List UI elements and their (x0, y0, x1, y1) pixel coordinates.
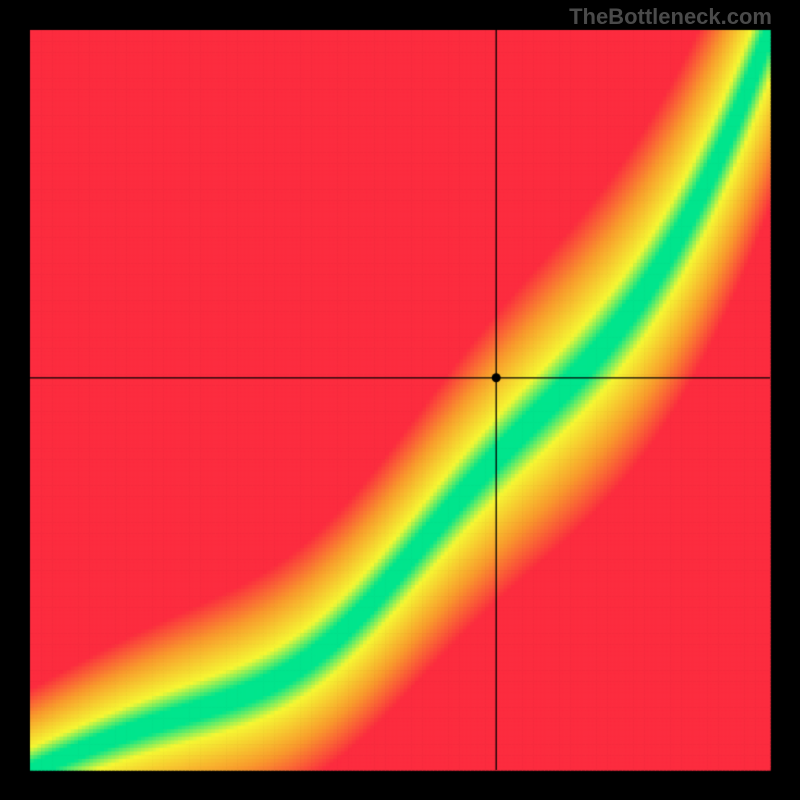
watermark-text: TheBottleneck.com (569, 4, 772, 30)
bottleneck-heatmap (0, 0, 800, 800)
